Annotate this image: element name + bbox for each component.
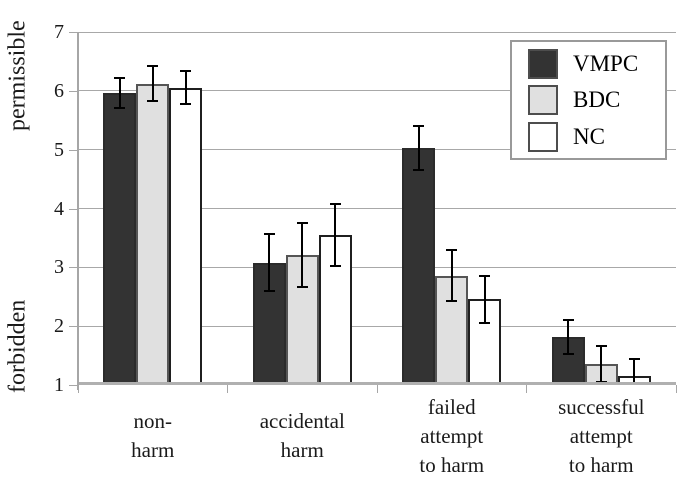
error-bar-cap-bottom [329, 264, 341, 267]
error-bar [417, 126, 420, 170]
error-bar [151, 66, 154, 102]
error-bar-cap-bottom [479, 321, 491, 324]
error-bar [600, 345, 603, 383]
error-bar [334, 204, 337, 266]
error-bar-cap-top [147, 65, 159, 68]
y-tick-mark [69, 326, 78, 328]
y-tick-label: 4 [54, 197, 64, 220]
bar-nc-1 [318, 234, 352, 385]
legend-row: BDC [528, 85, 665, 115]
gridline [78, 266, 676, 268]
error-bar [118, 77, 121, 109]
error-bar [184, 71, 187, 105]
category-label-2: failed attempt to harm [377, 388, 527, 484]
bar-vmpc-0 [103, 93, 137, 385]
category-label-line: successful [558, 394, 645, 419]
y-axis-label-forbidden: forbidden [4, 299, 31, 393]
gridline [78, 325, 676, 327]
error-bar-cap-top [446, 248, 458, 251]
legend-swatch-bdc [528, 85, 558, 115]
error-bar-cap-top [562, 319, 574, 322]
category-label-3: successful attempt to harm [527, 388, 677, 484]
y-tick-mark [69, 32, 78, 33]
error-bar-cap-bottom [296, 286, 308, 289]
y-tick-label: 5 [54, 138, 64, 161]
error-bar-cap-bottom [180, 103, 192, 106]
y-tick-mark [69, 90, 78, 92]
y-tick-label: 1 [54, 374, 64, 396]
x-tick-mark [376, 385, 378, 393]
y-tick-label: 6 [54, 79, 64, 102]
y-tick-label: 3 [54, 256, 64, 279]
x-tick-mark [526, 385, 527, 393]
y-tick-mark [69, 385, 78, 386]
y-tick-label: 7 [54, 21, 64, 43]
legend-label-vmpc: VMPC [573, 50, 639, 76]
legend-label-bdc: BDC [573, 87, 621, 112]
x-axis-line [78, 382, 676, 385]
category-label-line: accidental [259, 409, 345, 433]
y-tick-mark [69, 149, 78, 151]
error-bar-cap-top [296, 221, 308, 224]
error-bar-cap-bottom [413, 168, 425, 171]
gridline [78, 90, 676, 92]
category-label-line: to harm [419, 452, 485, 477]
error-bar [450, 249, 453, 302]
x-tick-mark [77, 385, 79, 393]
bar-bdc-1 [285, 254, 319, 385]
category-label-line: non- [133, 409, 173, 433]
error-bar-cap-top [595, 344, 607, 347]
legend-row: NC [528, 121, 665, 152]
gridline [78, 208, 676, 209]
bar-bdc-0 [136, 83, 170, 385]
bar-nc-0 [169, 87, 203, 385]
error-bar-cap-top [479, 274, 491, 277]
gridline [78, 149, 676, 151]
x-tick-mark [227, 385, 228, 393]
y-tick-mark [69, 267, 78, 269]
error-bar-cap-bottom [562, 353, 574, 356]
plot-area [78, 32, 676, 385]
y-axis-label-permissible: permissible [4, 20, 31, 132]
x-axis-category-labels: non-harm accidental harm failed attempt to ha… [78, 388, 676, 484]
legend: VMPC BDC NC [510, 40, 667, 160]
category-label-line: failed [427, 394, 476, 419]
error-bar [567, 320, 570, 355]
error-bar-cap-top [114, 76, 126, 79]
category-label-0: non-harm [78, 388, 228, 484]
legend-label-nc: NC [573, 123, 605, 149]
bar-vmpc-2 [402, 147, 436, 385]
y-tick-mark [69, 208, 78, 210]
error-bar-cap-top [628, 358, 640, 361]
legend-swatch-nc [528, 121, 558, 152]
error-bar-cap-top [263, 233, 275, 236]
error-bar-cap-bottom [263, 289, 275, 292]
category-label-1: accidental harm [228, 388, 378, 484]
category-label-line: to harm [568, 452, 634, 477]
category-label-line: harm [131, 438, 175, 462]
legend-row: VMPC [528, 48, 665, 79]
legend-swatch-vmpc [528, 48, 558, 79]
category-label-line: harm [280, 438, 324, 462]
error-bar-cap-top [180, 70, 192, 73]
error-bar-cap-top [329, 203, 341, 206]
category-label-line: attempt [420, 423, 484, 448]
error-bar-cap-bottom [446, 300, 458, 303]
error-bar [483, 275, 486, 323]
gridline [78, 32, 676, 33]
x-tick-mark [675, 385, 677, 393]
error-bar [301, 222, 304, 288]
error-bar [268, 234, 271, 291]
error-bar-cap-top [413, 125, 425, 128]
error-bar-cap-bottom [114, 107, 126, 110]
y-tick-label: 2 [54, 315, 64, 338]
category-label-line: attempt [569, 423, 633, 448]
error-bar-cap-bottom [147, 100, 159, 103]
error-bar [633, 359, 636, 385]
y-axis-line [77, 32, 79, 390]
